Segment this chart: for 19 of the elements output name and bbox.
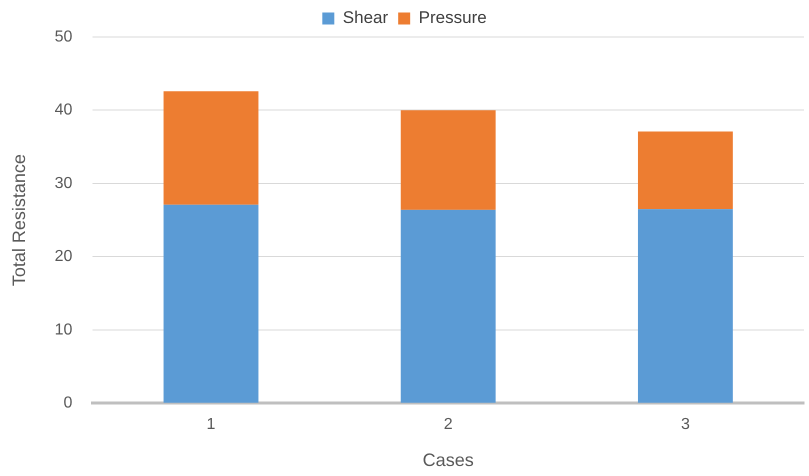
- x-axis-title: Cases: [422, 450, 474, 470]
- bar: [638, 209, 733, 403]
- y-tick-label: 0: [63, 394, 72, 412]
- bar: [400, 110, 496, 210]
- y-tick-label: 40: [54, 102, 72, 119]
- bar: [164, 91, 258, 205]
- y-tick-label: 50: [54, 28, 72, 46]
- y-tick-label: 10: [54, 321, 72, 338]
- bar: [400, 210, 496, 403]
- x-tick-label: 3: [680, 416, 690, 434]
- y-tick-label: 30: [54, 174, 72, 192]
- x-tick-label: 2: [444, 416, 453, 434]
- bar: [164, 204, 258, 403]
- y-tick-label: 20: [54, 248, 72, 266]
- y-axis-title: Total Resistance: [8, 154, 29, 286]
- legend-label: Shear: [342, 8, 389, 28]
- x-tick-label: 1: [206, 416, 216, 434]
- bar: [638, 131, 733, 210]
- legend-label: Pressure: [418, 8, 487, 28]
